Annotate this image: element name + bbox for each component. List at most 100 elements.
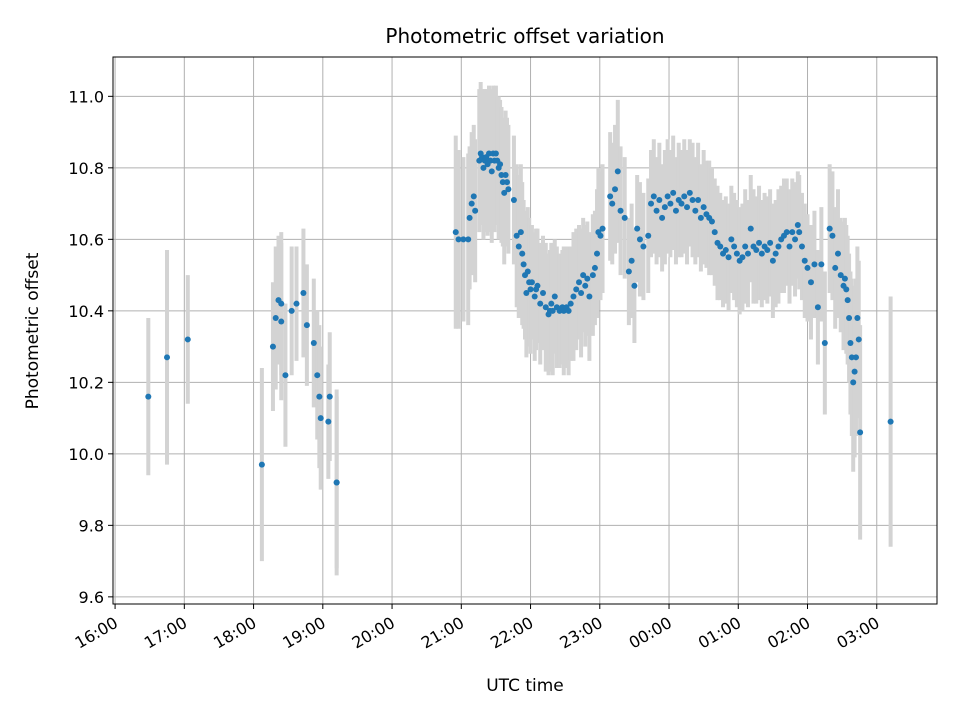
- y-tick-label: 9.6: [79, 588, 104, 607]
- plot-frame: [112, 56, 938, 605]
- data-point: [798, 243, 805, 250]
- data-point: [502, 171, 509, 178]
- data-point: [531, 293, 538, 300]
- data-point: [700, 204, 707, 211]
- data-point: [609, 200, 616, 207]
- data-point: [844, 297, 851, 304]
- data-point: [333, 479, 340, 486]
- x-tick-label: 03:00: [833, 613, 882, 653]
- data-point: [272, 314, 279, 321]
- data-point: [599, 225, 606, 232]
- data-point: [722, 247, 729, 254]
- data-point: [852, 354, 859, 361]
- data-point: [742, 243, 749, 250]
- data-point: [753, 247, 760, 254]
- data-point: [326, 393, 333, 400]
- data-point: [767, 239, 774, 246]
- data-point: [887, 418, 894, 425]
- y-tick-label: 10.6: [68, 230, 104, 249]
- data-point: [325, 418, 332, 425]
- data-point: [515, 243, 522, 250]
- data-point: [733, 250, 740, 257]
- data-point: [465, 236, 472, 243]
- data-point: [684, 204, 691, 211]
- data-point: [460, 236, 467, 243]
- data-point: [769, 257, 776, 264]
- data-point: [717, 243, 724, 250]
- data-point: [818, 261, 825, 268]
- data-point: [498, 171, 505, 178]
- data-point: [747, 225, 754, 232]
- y-tick-label: 10.8: [68, 159, 104, 178]
- data-point: [519, 250, 526, 257]
- data-point: [728, 236, 735, 243]
- data-point: [794, 222, 801, 229]
- data-point: [497, 161, 504, 168]
- data-point: [513, 232, 520, 239]
- data-point: [650, 193, 657, 200]
- data-point: [455, 236, 462, 243]
- data-point: [468, 200, 475, 207]
- data-point: [288, 307, 295, 314]
- data-point: [843, 286, 850, 293]
- y-tick-label: 10.2: [68, 373, 104, 392]
- data-point: [578, 289, 585, 296]
- y-axis-label: Photometric offset: [23, 252, 43, 409]
- data-point: [804, 264, 811, 271]
- data-point: [621, 214, 628, 221]
- data-point: [653, 207, 660, 214]
- data-point: [837, 272, 844, 279]
- y-tick-label: 9.8: [79, 516, 104, 535]
- data-point: [670, 189, 677, 196]
- data-point: [551, 293, 558, 300]
- y-tick-label: 10.0: [68, 445, 104, 464]
- data-point: [586, 293, 593, 300]
- data-point: [540, 289, 547, 296]
- data-point: [783, 229, 790, 236]
- data-point: [258, 461, 265, 468]
- data-point: [300, 289, 307, 296]
- data-point: [480, 164, 487, 171]
- data-point: [801, 257, 808, 264]
- x-tick-label: 17:00: [141, 613, 190, 653]
- y-axis: 9.6 9.8 10.0 10.2 10.4 10.6 10.8 11.0: [68, 87, 113, 607]
- data-point: [452, 229, 459, 236]
- data-point: [832, 264, 839, 271]
- data-point: [725, 254, 732, 261]
- x-tick-label: 00:00: [626, 613, 675, 653]
- data-point: [659, 214, 666, 221]
- x-axis: 16:00 17:00 18:00 19:00 20:00 21:00 22:00 23:00…: [72, 604, 883, 653]
- data-point: [567, 300, 574, 307]
- data-point: [756, 239, 763, 246]
- data-point: [607, 193, 614, 200]
- data-point: [145, 393, 152, 400]
- data-point: [164, 354, 171, 361]
- data-point: [269, 343, 276, 350]
- data-point: [850, 379, 857, 386]
- data-point: [640, 243, 647, 250]
- data-point: [278, 300, 285, 307]
- data-point: [857, 429, 864, 436]
- data-point: [520, 261, 527, 268]
- data-point: [796, 229, 803, 236]
- data-point: [634, 225, 641, 232]
- data-point: [834, 250, 841, 257]
- data-point: [487, 157, 494, 164]
- data-point: [829, 232, 836, 239]
- data-point: [811, 261, 818, 268]
- data-point: [303, 322, 310, 329]
- data-point: [317, 415, 324, 422]
- data-points: [145, 150, 894, 486]
- data-point: [826, 225, 833, 232]
- data-point: [648, 200, 655, 207]
- data-point: [695, 197, 702, 204]
- x-tick-label: 22:00: [487, 613, 536, 653]
- data-point: [612, 186, 619, 193]
- data-point: [636, 236, 643, 243]
- data-point: [854, 314, 861, 321]
- data-point: [739, 254, 746, 261]
- data-point: [711, 229, 718, 236]
- data-point: [689, 197, 696, 204]
- data-point: [534, 282, 541, 289]
- data-point: [485, 150, 492, 157]
